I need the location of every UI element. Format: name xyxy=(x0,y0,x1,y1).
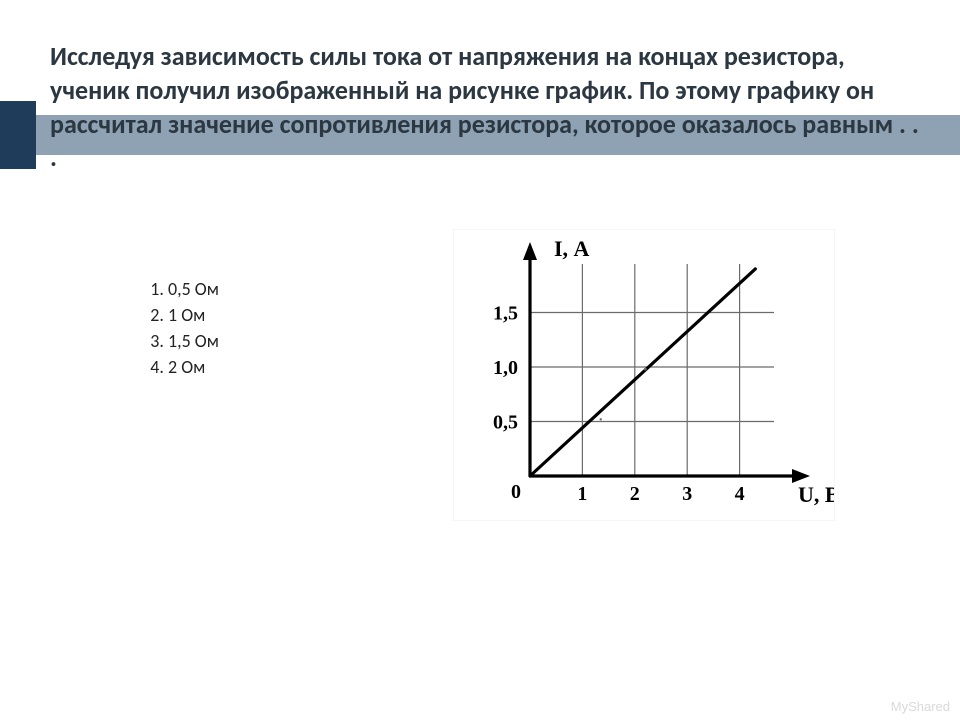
svg-text:1,0: 1,0 xyxy=(493,357,518,379)
svg-text:1: 1 xyxy=(577,483,587,505)
question-text: Исследуя зависимость силы тока от напряж… xyxy=(50,40,920,175)
svg-text:I, А: I, А xyxy=(554,236,590,261)
list-item: 2 Ом xyxy=(168,354,219,380)
list-item: 0,5 Ом xyxy=(168,276,219,302)
watermark: MyShared xyxy=(891,699,950,714)
iv-chart: 0,5 1,0 1,5 1 2 3 4 0 I, А U, В xyxy=(454,230,834,520)
list-item: 1 Ом xyxy=(168,302,219,328)
svg-text:3: 3 xyxy=(682,483,692,505)
answer-options: 0,5 Ом 1 Ом 1,5 Ом 2 Ом xyxy=(140,276,219,380)
list-item: 1,5 Ом xyxy=(168,328,219,354)
svg-text:1,5: 1,5 xyxy=(493,303,518,325)
svg-text:2: 2 xyxy=(630,483,640,505)
title-accent-tab xyxy=(0,101,36,169)
svg-text:U, В: U, В xyxy=(798,482,834,507)
svg-text:0: 0 xyxy=(511,481,521,503)
svg-text:4: 4 xyxy=(735,483,745,505)
svg-text:0,5: 0,5 xyxy=(493,412,518,434)
